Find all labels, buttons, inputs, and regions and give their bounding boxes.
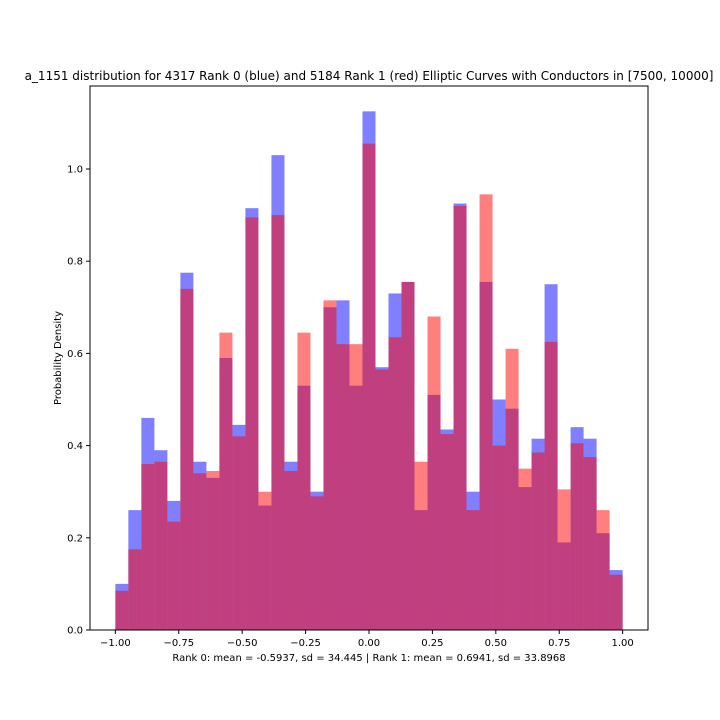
- rank1-bar: [284, 470, 298, 630]
- rank1-bar: [271, 215, 285, 630]
- rank1-bar: [596, 510, 610, 630]
- rank1-bar: [479, 194, 493, 630]
- rank1-bar: [141, 464, 155, 630]
- rank1-bar: [570, 443, 584, 630]
- y-axis: 0.0 0.2 0.4 0.6 0.8 1.0: [67, 164, 90, 637]
- bars-layer: [115, 111, 623, 631]
- y-tick-label: 0.2: [67, 533, 83, 544]
- rank1-bar: [609, 574, 623, 630]
- rank1-bar: [232, 436, 246, 630]
- rank1-bar: [440, 434, 454, 630]
- chart-title: a_1151 distribution for 4317 Rank 0 (blu…: [25, 69, 714, 83]
- rank1-bar: [154, 461, 168, 630]
- rank1-bar: [336, 344, 350, 630]
- rank1-bar: [258, 491, 272, 630]
- rank1-bar: [219, 332, 233, 630]
- x-tick-label: −0.50: [227, 638, 258, 649]
- rank1-bar: [544, 341, 558, 630]
- x-tick-label: 1.00: [612, 638, 634, 649]
- rank1-bar: [505, 348, 519, 630]
- rank1-bar: [362, 143, 376, 630]
- rank1-bar: [193, 473, 207, 630]
- rank1-bar: [310, 496, 324, 630]
- rank1-bar: [453, 205, 467, 630]
- x-tick-label: −0.25: [290, 638, 321, 649]
- rank1-bar: [375, 369, 389, 630]
- rank1-bar: [492, 445, 506, 630]
- rank1-bar: [323, 300, 337, 630]
- rank1-bar: [349, 344, 363, 630]
- y-tick-label: 0.0: [67, 626, 83, 637]
- rank1-bar: [518, 468, 532, 630]
- x-tick-label: −0.75: [163, 638, 194, 649]
- y-tick-label: 0.6: [67, 349, 83, 360]
- rank1-bar: [414, 461, 428, 630]
- rank1-bar: [531, 452, 545, 630]
- rank1-bar: [245, 217, 259, 630]
- y-tick-label: 0.8: [67, 257, 83, 268]
- rank1-bar: [557, 489, 571, 630]
- rank1-bar: [401, 281, 415, 630]
- y-tick-label: 1.0: [67, 164, 83, 175]
- rank1-bar: [466, 510, 480, 630]
- x-axis: −1.00 −0.75 −0.50 −0.25 0.00 0.25 0.50 0.75 1.00: [100, 630, 634, 649]
- rank1-bar: [297, 332, 311, 630]
- rank1-bar: [167, 521, 181, 630]
- x-tick-label: 0.25: [421, 638, 443, 649]
- rank1-bar: [128, 549, 142, 630]
- rank1-bar: [388, 337, 402, 630]
- x-tick-label: 0.00: [358, 638, 380, 649]
- rank1-bar: [206, 470, 220, 630]
- rank1-bar: [115, 590, 129, 630]
- y-axis-label: Probability Density: [53, 311, 64, 405]
- rank1-bar: [180, 288, 194, 630]
- x-axis-label: Rank 0: mean = -0.5937, sd = 34.445 | Ra…: [172, 653, 565, 664]
- rank1-bar: [583, 457, 597, 630]
- x-tick-label: 0.75: [548, 638, 570, 649]
- x-tick-label: 0.50: [485, 638, 507, 649]
- y-tick-label: 0.4: [67, 441, 83, 452]
- rank1-bar: [427, 316, 441, 630]
- x-tick-label: −1.00: [100, 638, 131, 649]
